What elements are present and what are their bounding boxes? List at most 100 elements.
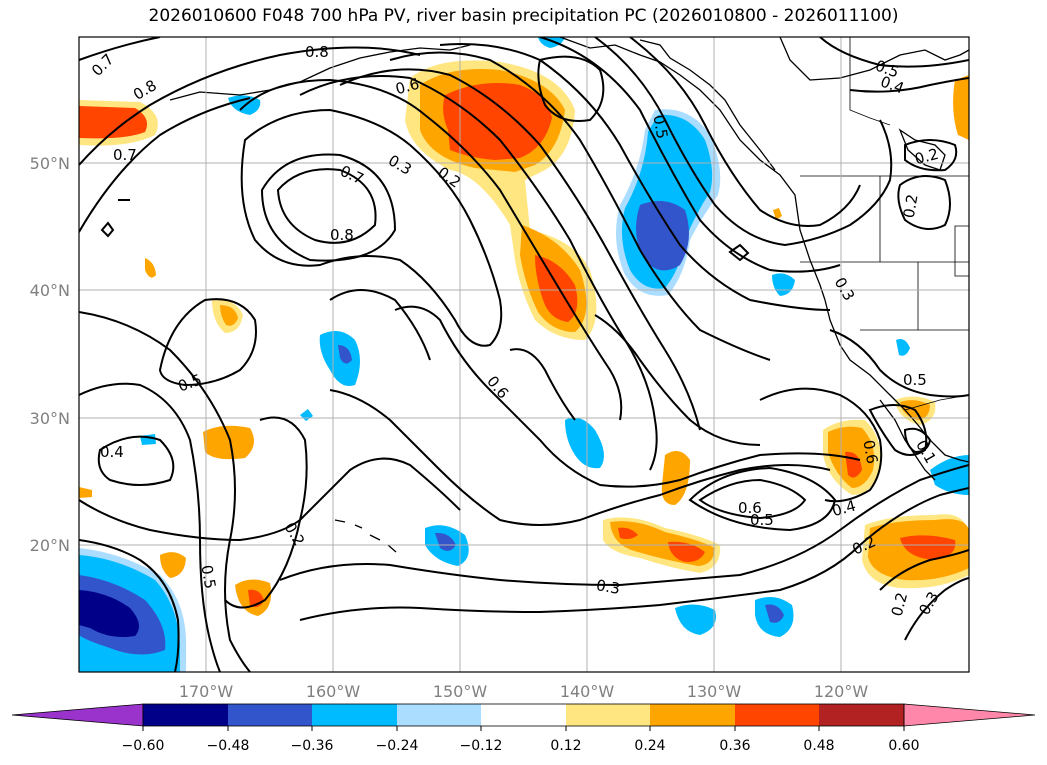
contour-label: 0.6 <box>738 499 762 517</box>
contour-label: 0.5 <box>750 511 774 529</box>
contour-label: 0.6 <box>859 439 881 466</box>
longitude-labels: 170°W 160°W 150°W 140°W 130°W 120°W <box>179 682 869 701</box>
colorbar-bin <box>566 704 650 726</box>
colorbar-tick-label: −0.24 <box>376 738 419 754</box>
colorbar-border <box>142 703 905 727</box>
contour-label: 0.8 <box>305 43 329 61</box>
pv-contour <box>539 37 841 273</box>
pv-contour <box>904 577 969 641</box>
contour-label: 0.7 <box>113 146 137 164</box>
lon-label: 120°W <box>814 682 869 701</box>
contour-label: 0.4 <box>100 443 124 461</box>
colorbar-tick-label: 0.12 <box>550 738 581 754</box>
pv-contour <box>537 55 605 122</box>
pv-contours <box>79 37 969 672</box>
pv-contour <box>299 487 969 621</box>
precip-anomaly-small-2b <box>220 305 238 326</box>
pv-contour <box>339 68 701 431</box>
pv-contour <box>439 43 831 311</box>
precip-anomaly-west-50n-red <box>79 106 148 139</box>
precip-anomaly-small-6 <box>79 487 92 498</box>
pv-contour <box>903 427 932 454</box>
us-state-lines <box>800 176 969 331</box>
precip-shading-negative <box>79 37 969 672</box>
colorbar-ticks <box>142 726 905 731</box>
lon-label: 130°W <box>687 682 742 701</box>
lat-label: 40°N <box>30 281 70 300</box>
political-borders <box>800 37 969 411</box>
alaska-aleutian-coast <box>169 44 471 101</box>
pv-contour <box>389 51 771 361</box>
pv-contour <box>394 305 861 488</box>
colorbar-bin <box>819 704 904 726</box>
colorbar-bin <box>650 704 735 726</box>
contour-label: 0.2 <box>888 591 912 619</box>
precip-anomaly-neg-9 <box>930 455 969 495</box>
pv-contour <box>239 78 623 421</box>
precip-anomaly-small-8 <box>773 208 782 220</box>
precip-anomaly-neg-3b <box>435 532 456 551</box>
pv-contour <box>879 549 969 591</box>
precip-anomaly-neg-2 <box>565 417 604 469</box>
pv-contour <box>79 97 251 233</box>
latitude-labels: 50°N 40°N 30°N 20°N <box>30 154 70 555</box>
colorbar-tick-label: −0.12 <box>460 738 503 754</box>
pv-contour <box>728 243 750 262</box>
lon-label: 170°W <box>179 682 234 701</box>
pv-contour <box>276 168 377 244</box>
pv-contour <box>100 221 115 238</box>
pv-contour <box>698 478 807 520</box>
colorbar-tick-label: −0.60 <box>122 738 165 754</box>
lat-label: 20°N <box>30 536 70 555</box>
precip-anomaly-neg-12 <box>896 339 910 356</box>
colorbar-tick-label: 0.24 <box>634 738 665 754</box>
precip-anomaly-small-1 <box>145 258 156 278</box>
precip-anomaly-subtropical-red <box>618 527 705 563</box>
lon-label: 150°W <box>433 682 488 701</box>
precip-anomaly-pnw-blue <box>636 201 689 271</box>
contour-label: 0.5 <box>197 564 219 591</box>
pv-contour <box>629 37 861 227</box>
pv-contour <box>897 175 951 230</box>
alaska-coast <box>559 37 826 301</box>
pv-contour <box>509 348 576 421</box>
precip-anomaly-neg-7 <box>538 37 565 48</box>
pv-contour <box>819 37 969 68</box>
precip-anomaly-neg-1b <box>338 345 352 364</box>
colorbar-bin <box>397 704 481 726</box>
colorbar-bin <box>481 704 566 726</box>
colorbar: −0.60 −0.48 −0.36 −0.24 −0.12 0.12 0.24 … <box>11 703 1036 754</box>
contour-label: 0.4 <box>830 496 858 520</box>
north-america-coast <box>824 299 969 463</box>
pv-contour <box>79 37 161 61</box>
contour-label: 0.2 <box>913 145 941 169</box>
colorbar-bin <box>143 704 228 726</box>
pv-contour <box>260 153 397 262</box>
precip-anomaly-neg-1 <box>319 331 360 386</box>
pv-contour <box>329 389 831 526</box>
map-border <box>78 36 970 673</box>
pv-contour <box>299 75 658 471</box>
map-title: 2026010600 F048 700 hPa PV, river basin … <box>148 6 899 26</box>
precip-anomaly-east-55n <box>953 75 969 140</box>
contour-label: 0.6 <box>394 75 422 99</box>
pv-contour <box>279 464 969 587</box>
ne-arctic-coast <box>779 37 969 81</box>
contour-label: 0.5 <box>903 371 927 389</box>
colorbar-extend-high <box>903 703 1036 727</box>
pv-contour <box>849 77 969 93</box>
pv-contour <box>688 466 837 532</box>
colorbar-bin <box>312 704 397 726</box>
lat-label: 50°N <box>30 154 70 173</box>
pv-contour <box>79 539 180 672</box>
precip-anomaly-neg-5b <box>765 604 784 623</box>
contour-label: 0.5 <box>649 114 671 141</box>
colorbar-tick-label: −0.36 <box>291 738 334 754</box>
precip-anomaly-small-3 <box>203 425 254 460</box>
hawaii-islands <box>334 519 397 553</box>
canada-coast-inner <box>639 39 776 171</box>
pv-contour <box>594 314 761 446</box>
pv-contour <box>759 387 883 503</box>
colorbar-tick-label: 0.48 <box>803 738 834 754</box>
lon-label: 160°W <box>306 682 361 701</box>
